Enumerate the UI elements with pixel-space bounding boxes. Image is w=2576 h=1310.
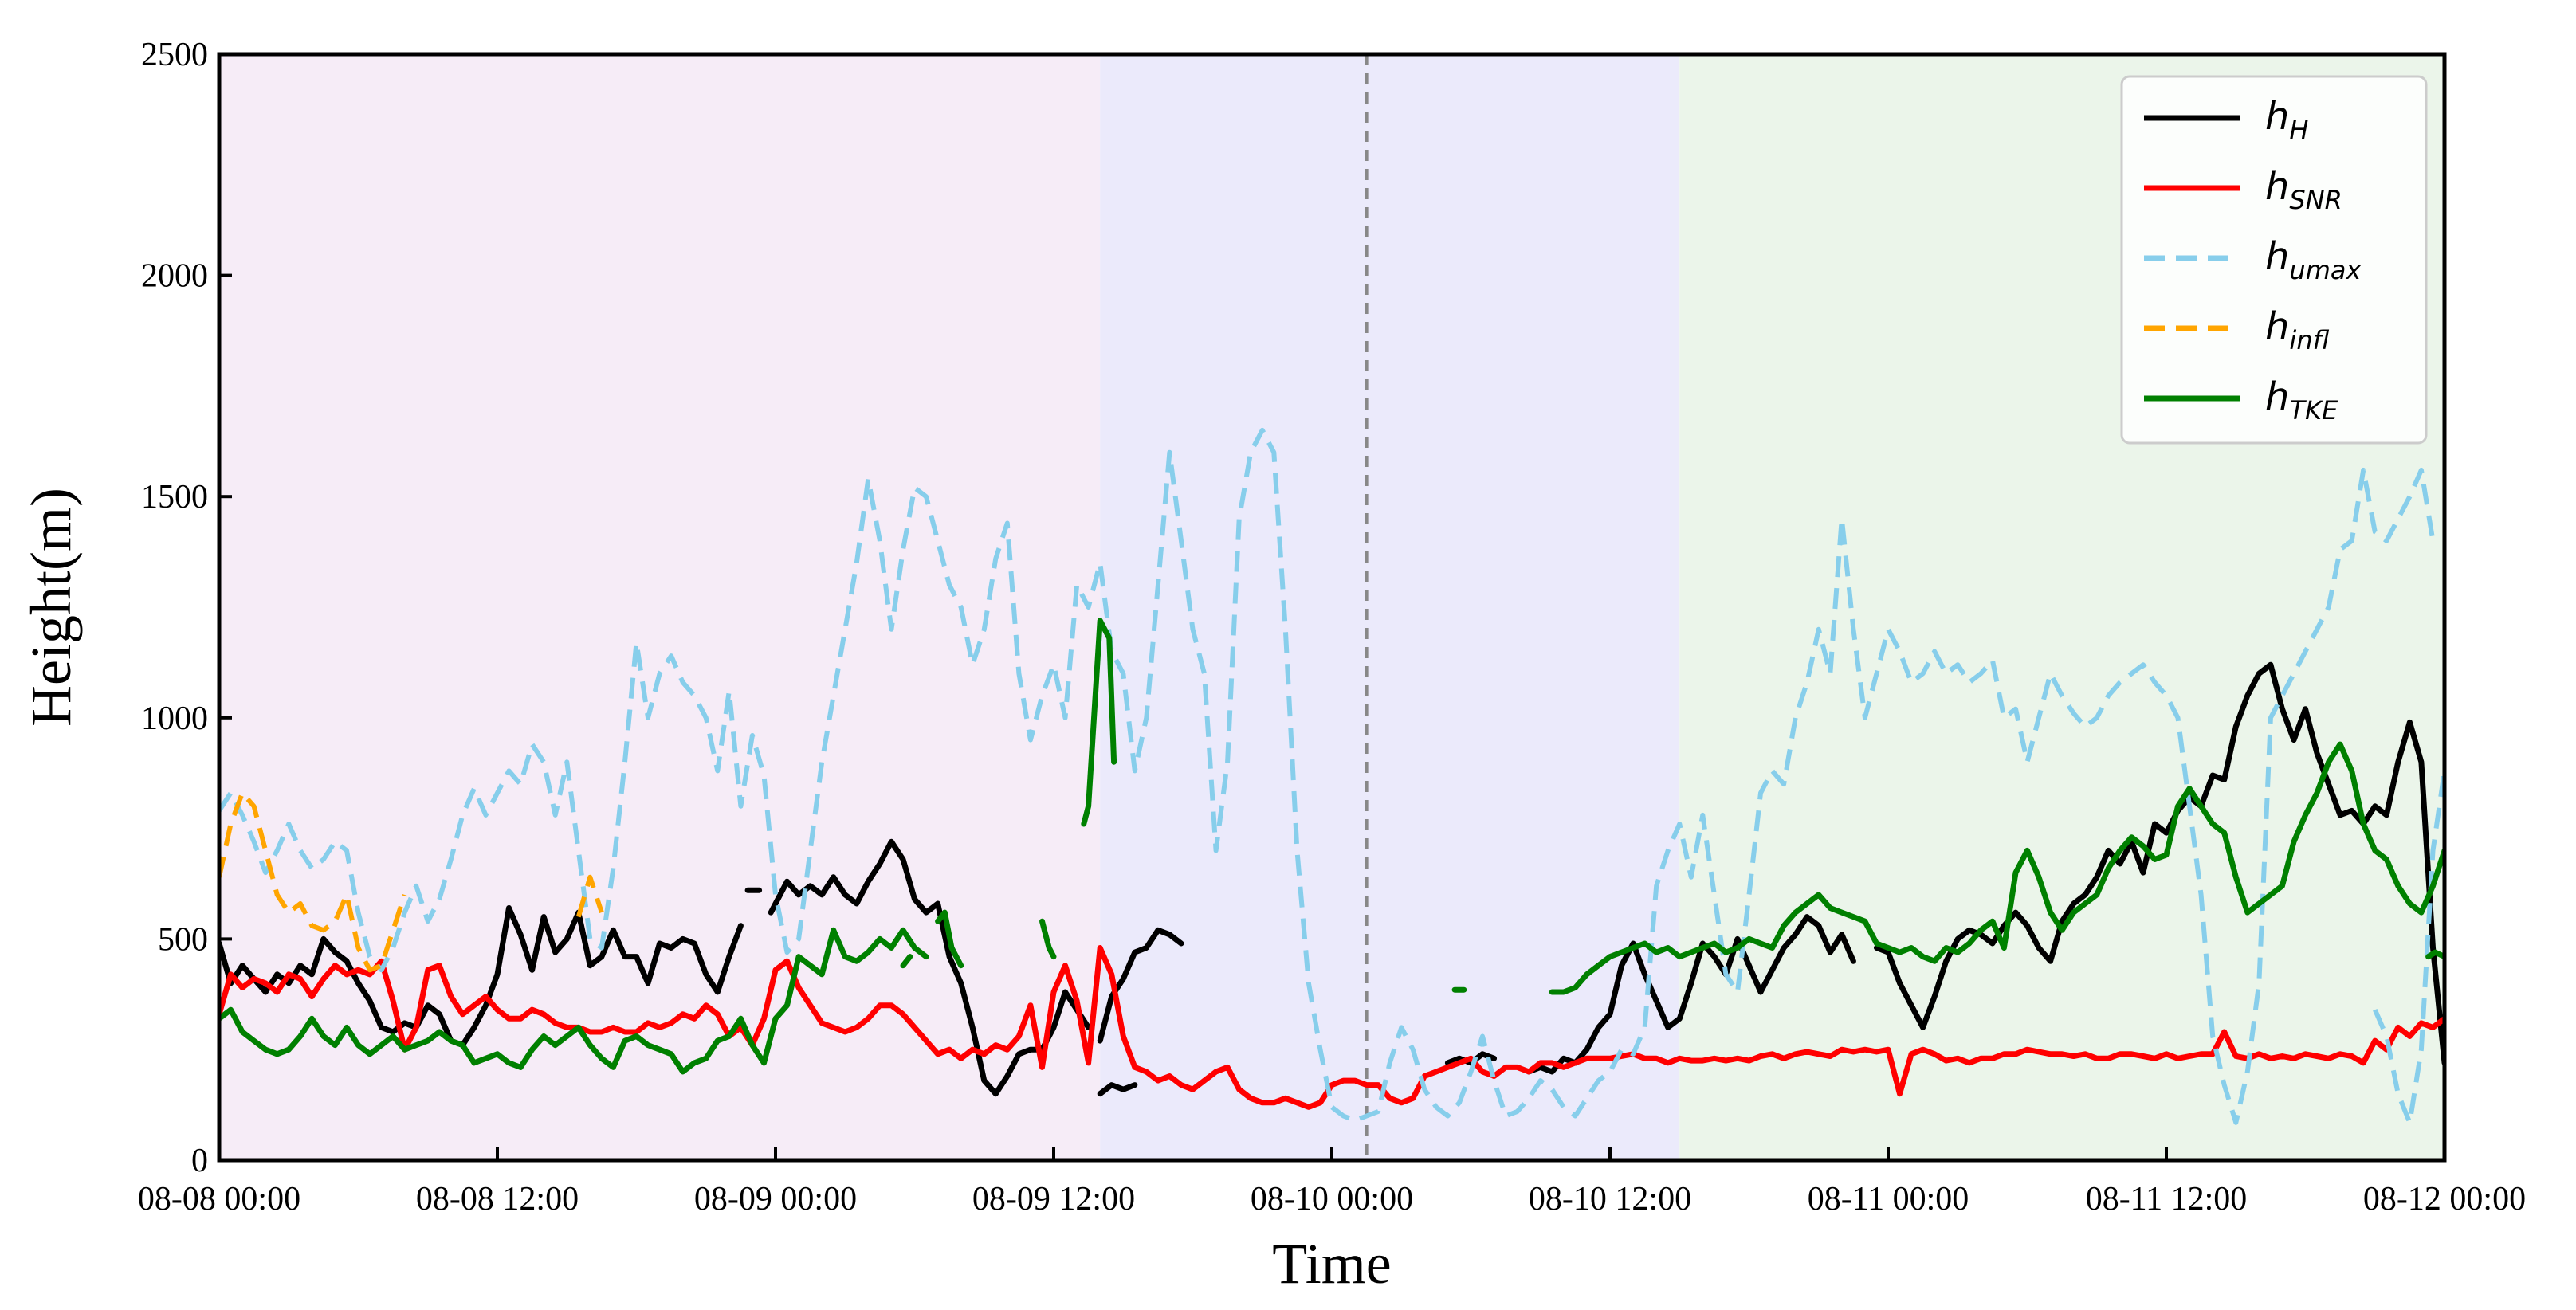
y-axis-title: Height(m)	[19, 488, 83, 727]
series-line-h_umax-1	[219, 427, 2436, 1125]
y-tick-label-3: 1000	[141, 700, 208, 737]
x-axis: 08-08 00:00 08-08 12:00 08-09 00:00 08-09 1…	[138, 1147, 2526, 1218]
series-line-h_TKE-1	[219, 927, 929, 1075]
x-tick-label-7: 08-11 00:00	[1808, 1181, 1969, 1218]
plot-area	[217, 52, 2447, 1163]
legend-label-h_umax: humax	[2265, 234, 2362, 285]
shaded-region-2	[1100, 54, 1680, 1160]
x-tick-label-6: 08-10 12:00	[1529, 1181, 1691, 1218]
series-line-h_H-6	[1444, 1051, 1498, 1066]
series-line-h_H-1	[219, 905, 744, 1049]
legend: hH hSNR humax hinfl hTKE	[2120, 75, 2428, 445]
y-tick-label-5: 2000	[141, 258, 208, 295]
series-h_H	[219, 661, 2444, 1097]
x-axis-title: Time	[1272, 1232, 1391, 1296]
series-line-h_infl-1	[219, 790, 407, 973]
series-h_TKE	[219, 618, 2444, 1075]
series-line-h_umax-2	[2373, 770, 2444, 1125]
y-axis: 0 500 1000 1500 2000 2500	[141, 37, 232, 1179]
series-line-h_TKE-7	[1549, 741, 2444, 995]
y-tick-label-1: 0	[191, 1143, 208, 1179]
series-h_SNR	[219, 945, 2444, 1110]
series-h_umax	[219, 427, 2444, 1125]
series-line-h_TKE-5	[1081, 618, 1117, 827]
shaded-region-1	[219, 54, 1101, 1160]
series-h_infl	[219, 790, 604, 973]
legend-label-h_H: hH	[2265, 94, 2308, 145]
legend-label-h_infl: hinfl	[2265, 304, 2330, 355]
series-line-h_H-8	[1874, 661, 2444, 1066]
series-line-h_H-7	[1526, 914, 1856, 1075]
x-tick-label-1: 08-08 00:00	[138, 1181, 300, 1218]
y-tick-label-4: 1500	[141, 479, 208, 516]
x-tick-label-9: 08-12 00:00	[2363, 1181, 2526, 1218]
x-tick-label-8: 08-11 12:00	[2086, 1181, 2248, 1218]
series-line-h_TKE-2	[900, 954, 913, 969]
x-tick-label-5: 08-10 00:00	[1251, 1181, 1413, 1218]
x-tick-label-2: 08-08 12:00	[416, 1181, 579, 1218]
x-tick-label-3: 08-09 00:00	[694, 1181, 857, 1218]
legend-box	[2120, 75, 2428, 445]
series-line-h_H-3	[768, 838, 1092, 1097]
x-tick-label-4: 08-09 12:00	[972, 1181, 1135, 1218]
legend-label-h_SNR: hSNR	[2265, 164, 2342, 215]
series-line-h_TKE-4	[1039, 918, 1057, 960]
series-line-h_TKE-8	[2425, 949, 2444, 960]
series-line-h_infl-2	[575, 874, 604, 918]
series-line-h_SNR-1	[219, 945, 2444, 1110]
y-tick-label-2: 500	[158, 921, 208, 958]
legend-label-h_TKE: hTKE	[2265, 375, 2338, 426]
series-line-h_H-5	[1097, 1082, 1138, 1097]
series-line-h_TKE-3	[935, 909, 964, 969]
y-tick-label-6: 2500	[141, 37, 208, 73]
